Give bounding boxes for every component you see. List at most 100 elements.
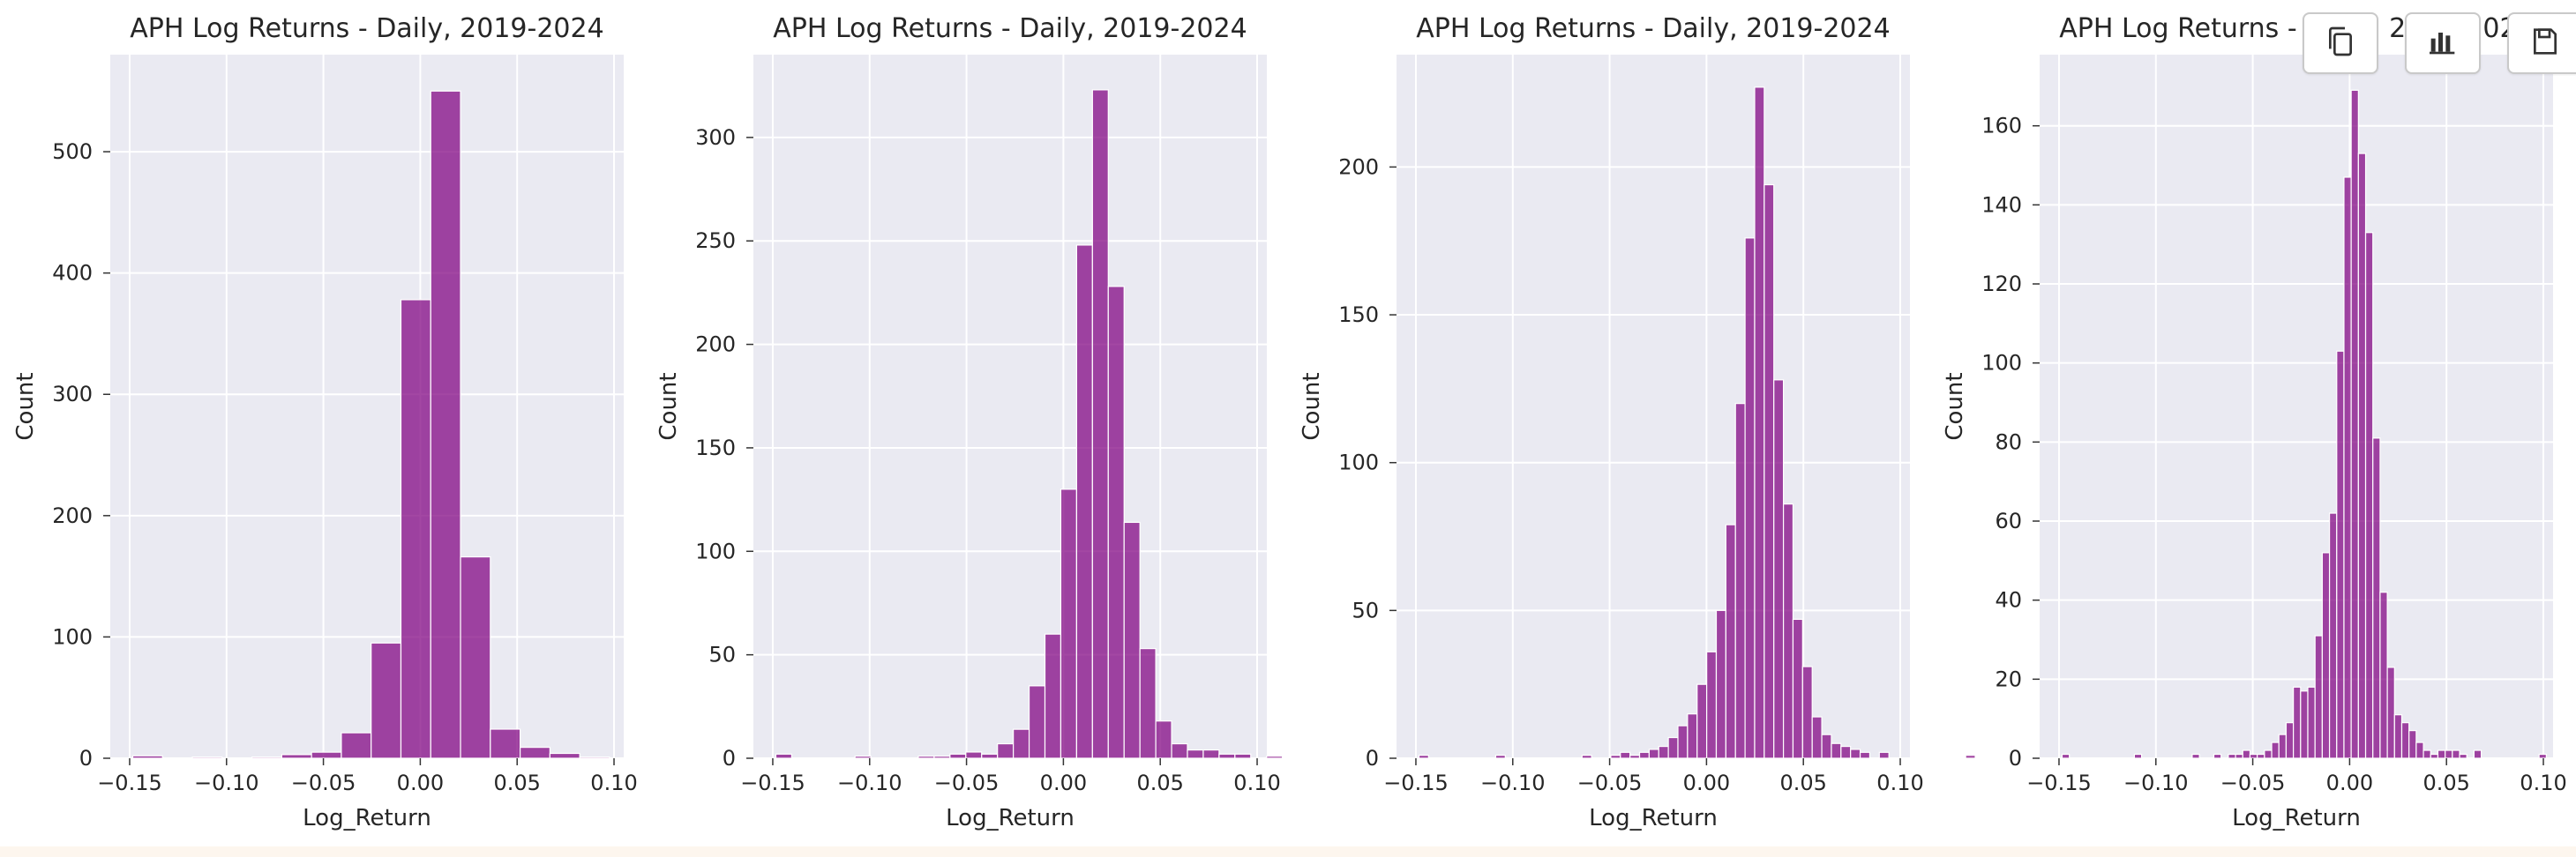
histogram-bar — [2386, 667, 2395, 759]
x-tick-label: −0.05 — [934, 771, 1000, 795]
histogram-bar — [1764, 183, 1775, 759]
histogram-bar — [1687, 713, 1698, 759]
histogram-bar — [2264, 749, 2273, 759]
y-tick-label: 20 — [1995, 667, 2022, 691]
histogram-bar — [341, 732, 372, 759]
histogram-bar — [2307, 686, 2316, 759]
y-tick-label: 250 — [695, 228, 736, 253]
x-tick-label: 0.10 — [2520, 771, 2566, 795]
histogram-bar — [1715, 609, 1726, 759]
histogram-bar — [460, 556, 491, 759]
chart-title: APH Log Returns - Daily, 2019-2024 — [773, 13, 1247, 44]
histogram-bar — [430, 90, 461, 759]
y-tick-label: 120 — [1981, 272, 2022, 296]
chart-button[interactable] — [2405, 12, 2481, 74]
histogram-bar — [1171, 742, 1188, 759]
x-tick-label: 0.10 — [1876, 771, 1923, 795]
histogram-bar — [1706, 651, 1718, 759]
y-axis-label: Count — [655, 372, 682, 440]
y-tick-label: 400 — [52, 261, 93, 286]
histogram-bar — [519, 747, 550, 759]
chart-panel-2: −0.15 −0.10 −0.05 0.00 0.05 0.10 0 50 100 150 200 2… — [655, 13, 1284, 831]
histogram-bar — [2293, 686, 2302, 759]
histogram-bar — [1234, 753, 1252, 759]
plot-area — [1397, 55, 1910, 758]
histogram-bar — [371, 642, 402, 759]
x-tick-label: 0.05 — [1136, 771, 1183, 795]
histogram-bar — [2328, 512, 2338, 759]
histogram-bar — [1677, 725, 1689, 759]
x-tick-label: −0.05 — [1577, 771, 1643, 795]
histogram-bar — [1418, 755, 1429, 759]
copy-button[interactable] — [2303, 12, 2378, 74]
histogram-bar — [2300, 690, 2309, 759]
y-tick-label: 200 — [695, 332, 736, 357]
save-icon — [2527, 24, 2563, 63]
y-axis-label: Count — [1299, 372, 1325, 440]
histogram-bar — [1878, 751, 1890, 759]
x-tick-label: 0.00 — [397, 771, 444, 795]
chart-panel-4: −0.15 −0.10 −0.05 0.00 0.05 0.10 0 20 40 60 80 100 1… — [1942, 13, 2567, 831]
x-tick-label: −0.10 — [2123, 771, 2189, 795]
histogram-bar — [2285, 722, 2295, 759]
y-tick-label: 500 — [52, 139, 93, 164]
histogram-bar — [2408, 730, 2417, 759]
chart-panel-1: −0.15 −0.10 −0.05 0.00 0.05 0.10 0 100 200 300 400… — [12, 13, 638, 831]
x-tick-label: 0.10 — [1233, 771, 1280, 795]
histogram-bar — [2343, 176, 2352, 759]
histogram-bar — [1859, 751, 1871, 759]
histogram-bar — [2336, 350, 2345, 759]
histogram-bar — [2452, 749, 2460, 759]
histogram-bar — [2321, 552, 2331, 759]
y-tick-label: 50 — [1352, 598, 1379, 622]
x-tick-label: −0.15 — [97, 771, 162, 795]
x-tick-label: 0.05 — [2422, 771, 2469, 795]
copy-icon — [2323, 24, 2358, 63]
histogram-bar — [1218, 753, 1236, 759]
histogram-bar — [311, 751, 342, 759]
histogram-bar — [1139, 648, 1157, 759]
histogram-bar — [2242, 749, 2251, 759]
histogram-bar — [2249, 753, 2258, 759]
histogram-bar — [949, 753, 967, 759]
y-tick-label: 300 — [695, 125, 736, 150]
histogram-bar — [2314, 635, 2323, 759]
histogram-bar — [1965, 755, 1976, 759]
x-tick-label: −0.10 — [837, 771, 902, 795]
histogram-bar — [2213, 753, 2222, 759]
save-button[interactable] — [2507, 12, 2576, 74]
histogram-bar — [933, 756, 951, 759]
histogram-bar — [1629, 755, 1641, 759]
y-tick-label: 40 — [1995, 588, 2022, 613]
histogram-bar — [1792, 618, 1803, 759]
x-tick-label: −0.15 — [1383, 771, 1449, 795]
histogram-bar — [1028, 685, 1046, 759]
histogram-bar — [1831, 742, 1842, 759]
histogram-bar — [1638, 751, 1650, 759]
y-tick-label: 140 — [1981, 192, 2022, 217]
histogram-bar — [2437, 749, 2446, 759]
histogram-bar — [2357, 153, 2367, 759]
x-tick-label: −0.10 — [1480, 771, 1546, 795]
chart-title: APH Log Returns - Daily, 2019-2024 — [1416, 13, 1890, 44]
x-tick-label: 0.10 — [590, 771, 637, 795]
histogram-bar — [1266, 756, 1284, 759]
histogram-bar — [1610, 755, 1621, 759]
histogram-bar — [2133, 753, 2143, 759]
histogram-bar — [1044, 633, 1062, 759]
x-tick-label: 0.00 — [1683, 771, 1730, 795]
histogram-bar — [2400, 722, 2410, 759]
histogram-bar — [1840, 745, 1852, 759]
histogram-bar — [1782, 503, 1794, 759]
histogram-bar — [1091, 89, 1109, 759]
chart-title: APH Log Returns - Daily, 2019-2024 — [130, 13, 603, 44]
histogram-bar — [281, 754, 312, 759]
y-tick-label: 60 — [1995, 509, 2022, 533]
histogram-bar — [1107, 286, 1125, 759]
histogram-bar — [775, 753, 793, 759]
x-tick-label: −0.05 — [291, 771, 356, 795]
x-axis-label: Log_Return — [1589, 805, 1718, 831]
y-tick-label: 0 — [723, 746, 736, 771]
histogram-bar — [1013, 728, 1030, 759]
